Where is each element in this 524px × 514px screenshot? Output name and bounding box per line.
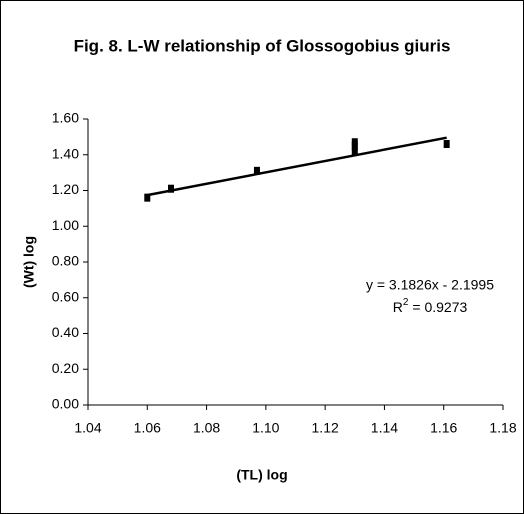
point xyxy=(168,184,174,193)
r2-exponent: 2 xyxy=(403,297,409,308)
y-tick-label: 0.40 xyxy=(52,324,79,340)
y-axis-title: (Wt) log xyxy=(21,236,37,288)
r-squared: R2 = 0.9273 xyxy=(393,297,468,315)
r2-text: = 0.9273 xyxy=(412,299,467,315)
y-tick-label: 1.20 xyxy=(52,181,79,197)
y-tick-label: 1.00 xyxy=(52,217,79,233)
x-tick-label: 1.04 xyxy=(74,420,101,436)
x-tick-label: 1.08 xyxy=(193,420,220,436)
point xyxy=(144,193,151,202)
point xyxy=(253,166,260,175)
point xyxy=(351,147,358,156)
r2-symbol: R xyxy=(393,299,403,315)
x-axis-title: (TL) log xyxy=(236,467,287,483)
chart-title: Fig. 8. L-W relationship of Glossogobius… xyxy=(74,36,451,55)
x-tick-label: 1.12 xyxy=(312,420,339,436)
x-tick-label: 1.06 xyxy=(134,420,161,436)
x-tick-label: 1.18 xyxy=(489,420,516,436)
y-tick-label: 0.60 xyxy=(52,288,79,304)
x-tick-label: 1.10 xyxy=(252,420,279,436)
y-tick-label: 0.20 xyxy=(52,360,79,376)
y-tick-label: 1.40 xyxy=(52,145,79,161)
point xyxy=(443,140,450,149)
x-tick-label: 1.16 xyxy=(430,420,457,436)
y-tick-label: 0.00 xyxy=(52,396,79,412)
trendline xyxy=(147,136,447,197)
y-tick-label: 1.60 xyxy=(52,110,79,126)
trendline-equation: y = 3.1826x - 2.1995 xyxy=(366,277,494,293)
point xyxy=(351,138,358,147)
x-tick-label: 1.14 xyxy=(371,420,398,436)
y-tick-label: 0.80 xyxy=(52,253,79,269)
